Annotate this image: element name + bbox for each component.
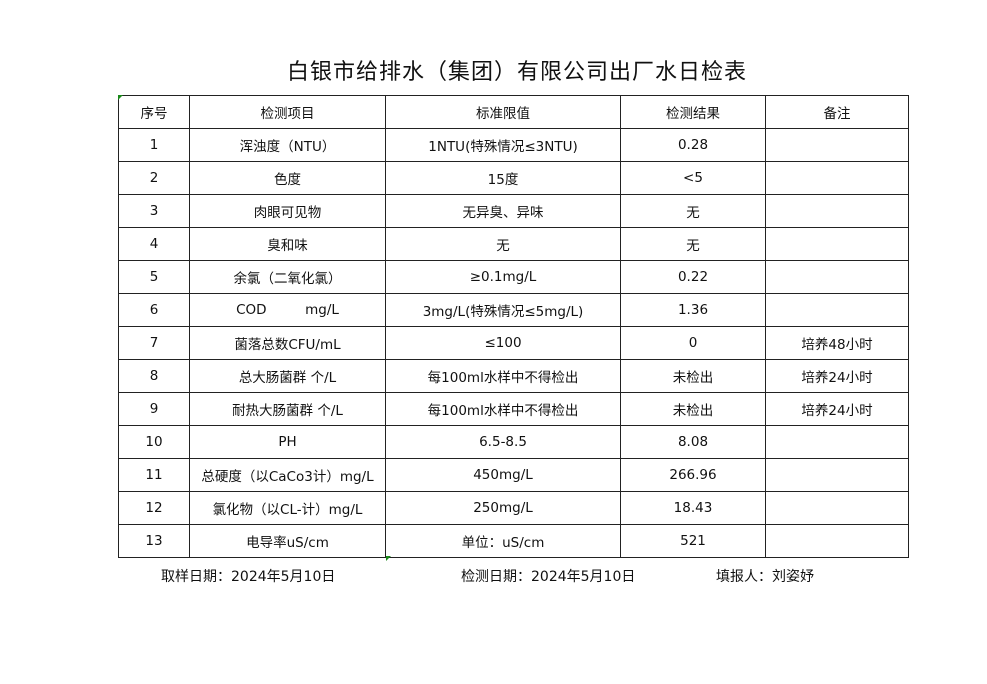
cell-remark: 培养24小时 <box>765 392 909 426</box>
test-date: 检测日期：2024年5月10日 <box>461 569 636 585</box>
cell-item: PH <box>189 425 386 459</box>
table-row: 6 COD mg/L 3mg/L(特殊情况≤5mg/L) 1.36 <box>118 293 909 327</box>
cell-item: 菌落总数CFU/mL <box>189 326 386 360</box>
cell-standard: 450mg/L <box>385 458 621 492</box>
table-row: 9 耐热大肠菌群 个/L 每100ml水样中不得检出 未检出 培养24小时 <box>118 392 909 426</box>
cell-remark <box>765 458 909 492</box>
cell-standard: 15度 <box>385 161 621 195</box>
cell-remark <box>765 524 909 558</box>
cell-remark: 培养24小时 <box>765 359 909 393</box>
cell-index: 8 <box>118 359 190 393</box>
cell-result: 0 <box>620 326 766 360</box>
cell-remark <box>765 227 909 261</box>
cell-remark <box>765 491 909 525</box>
cell-standard: 250mg/L <box>385 491 621 525</box>
cell-result: 0.28 <box>620 128 766 162</box>
table-row: 8 总大肠菌群 个/L 每100ml水样中不得检出 未检出 培养24小时 <box>118 359 909 393</box>
cell-result: 未检出 <box>620 359 766 393</box>
cell-standard: 每100ml水样中不得检出 <box>385 392 621 426</box>
cell-standard: 1NTU(特殊情况≤3NTU) <box>385 128 621 162</box>
cell-item: 余氯（二氧化氯） <box>189 260 386 294</box>
cell-marker <box>386 556 391 561</box>
cell-item: 色度 <box>189 161 386 195</box>
header-standard: 标准限值 <box>385 95 621 129</box>
cell-index: 7 <box>118 326 190 360</box>
cell-remark: 培养48小时 <box>765 326 909 360</box>
cell-index: 4 <box>118 227 190 261</box>
cell-result: 无 <box>620 227 766 261</box>
table-row: 4 臭和味无无 <box>118 227 909 261</box>
header-item: 检测项目 <box>189 95 386 129</box>
cell-index: 12 <box>118 491 190 525</box>
cell-remark <box>765 161 909 195</box>
table-row: 10 PH 6.5-8.5 8.08 <box>118 425 909 459</box>
cell-index: 13 <box>118 524 190 558</box>
cell-remark <box>765 260 909 294</box>
cell-item: 总硬度（以CaCo3计）mg/L <box>189 458 386 492</box>
cell-result: 无 <box>620 194 766 228</box>
cell-item: 肉眼可见物 <box>189 194 386 228</box>
table-row: 1 浑浊度（NTU） 1NTU(特殊情况≤3NTU) 0.28 <box>118 128 909 162</box>
cell-standard: 3mg/L(特殊情况≤5mg/L) <box>385 293 621 327</box>
cell-remark <box>765 194 909 228</box>
cell-standard: 无异臭、异味 <box>385 194 621 228</box>
table-header-row: 序号 检测项目 标准限值 检测结果 备注 <box>118 95 909 129</box>
table-row: 7 菌落总数CFU/mL ≤100 0 培养48小时 <box>118 326 909 360</box>
cell-item: 浑浊度（NTU） <box>189 128 386 162</box>
cell-index: 11 <box>118 458 190 492</box>
cell-index: 2 <box>118 161 190 195</box>
cell-result: 18.43 <box>620 491 766 525</box>
cell-standard: 无 <box>385 227 621 261</box>
table-row: 13 电导率uS/cm 单位：uS/cm 521 <box>118 524 909 558</box>
table-row: 3 肉眼可见物 无异臭、异味无 <box>118 194 909 228</box>
inspection-table: 序号 检测项目 标准限值 检测结果 备注 1 浑浊度（NTU） 1NTU(特殊情况≤3NTU… <box>118 95 909 558</box>
cell-index: 1 <box>118 128 190 162</box>
table-row: 5 余氯（二氧化氯） ≥0.1mg/L 0.22 <box>118 260 909 294</box>
cell-standard: 每100ml水样中不得检出 <box>385 359 621 393</box>
cell-standard: 6.5-8.5 <box>385 425 621 459</box>
cell-item: 臭和味 <box>189 227 386 261</box>
cell-standard: 单位：uS/cm <box>385 524 621 558</box>
table-row: 11 总硬度（以CaCo3计）mg/L 450mg/L 266.96 <box>118 458 909 492</box>
cell-item: 电导率uS/cm <box>189 524 386 558</box>
cell-index: 9 <box>118 392 190 426</box>
cell-result: 266.96 <box>620 458 766 492</box>
sampling-date: 取样日期：2024年5月10日 <box>161 569 336 585</box>
cell-result: 521 <box>620 524 766 558</box>
reporter: 填报人：刘姿妤 <box>716 569 814 585</box>
cell-standard: ≤100 <box>385 326 621 360</box>
cell-result: 8.08 <box>620 425 766 459</box>
cell-result: 0.22 <box>620 260 766 294</box>
table-row: 12 氯化物（以CL-计）mg/L 250mg/L 18.43 <box>118 491 909 525</box>
cell-marker <box>118 95 123 100</box>
cell-result: 1.36 <box>620 293 766 327</box>
cell-item: 耐热大肠菌群 个/L <box>189 392 386 426</box>
cell-index: 10 <box>118 425 190 459</box>
cell-remark <box>765 425 909 459</box>
cell-result: <5 <box>620 161 766 195</box>
cell-item: COD mg/L <box>189 293 386 327</box>
header-index: 序号 <box>118 95 190 129</box>
cell-index: 6 <box>118 293 190 327</box>
header-remark: 备注 <box>765 95 909 129</box>
cell-remark <box>765 293 909 327</box>
header-result: 检测结果 <box>620 95 766 129</box>
cell-item: 氯化物（以CL-计）mg/L <box>189 491 386 525</box>
cell-standard: ≥0.1mg/L <box>385 260 621 294</box>
cell-index: 3 <box>118 194 190 228</box>
page-title: 白银市给排水（集团）有限公司出厂水日检表 <box>286 60 747 85</box>
cell-remark <box>765 128 909 162</box>
table-row: 2 色度 15度 <5 <box>118 161 909 195</box>
cell-item: 总大肠菌群 个/L <box>189 359 386 393</box>
cell-result: 未检出 <box>620 392 766 426</box>
cell-index: 5 <box>118 260 190 294</box>
